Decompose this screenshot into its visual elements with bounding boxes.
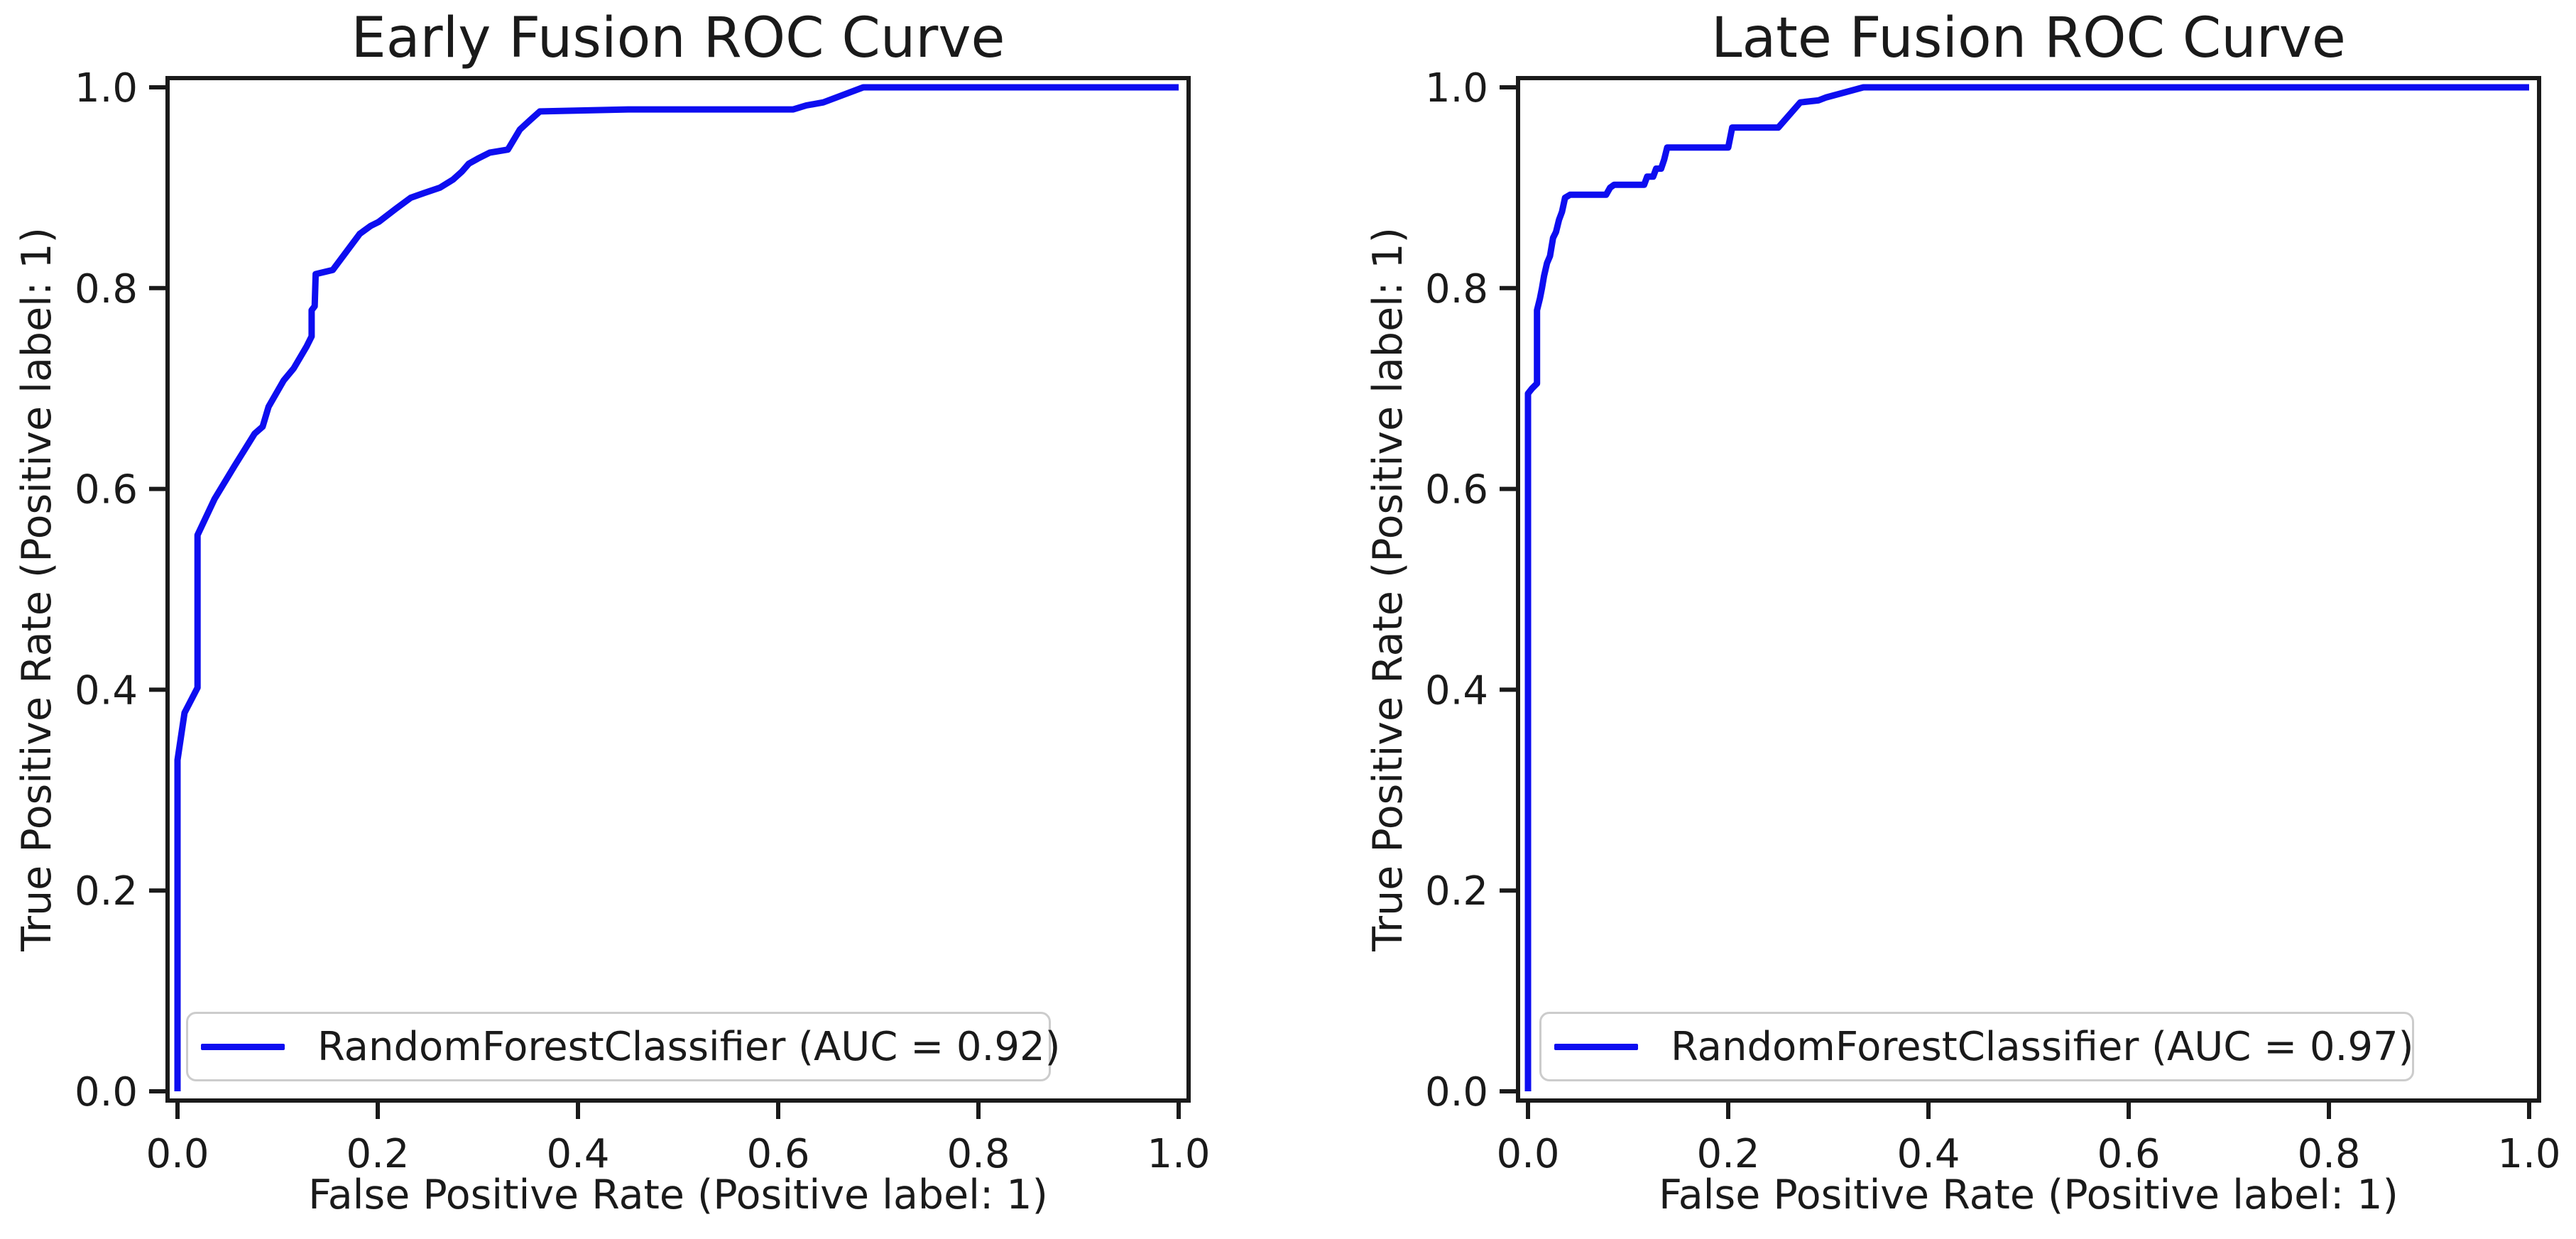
chart-title-late-fusion: Late Fusion ROC Curve <box>1711 6 2346 70</box>
y-tick-label: 1.0 <box>75 65 138 111</box>
y-tick-label: 0.0 <box>1425 1069 1488 1115</box>
roc-curve <box>1524 84 2529 1091</box>
chart-title-early-fusion: Early Fusion ROC Curve <box>351 6 1005 70</box>
legend-label-early-fusion: RandomForestClassifier (AUC = 0.92) <box>317 1023 1061 1070</box>
y-tick-label: 0.4 <box>75 667 138 714</box>
x-axis-label-left: False Positive Rate (Positive label: 1) <box>308 1172 1048 1218</box>
legend-early-fusion: RandomForestClassifier (AUC = 0.92) <box>186 1012 1060 1081</box>
y-tick-label: 0.6 <box>1425 467 1488 513</box>
y-tick-label: 0.8 <box>1425 266 1488 312</box>
x-axis-label-right: False Positive Rate (Positive label: 1) <box>1659 1172 2398 1218</box>
x-tick-label: 0.0 <box>1496 1131 1559 1177</box>
x-tick-label: 1.0 <box>1147 1131 1210 1177</box>
x-tick-label: 0.4 <box>546 1131 609 1177</box>
legend-line-sample <box>1554 1043 1638 1050</box>
y-axis-label-right: True Positive Rate (Positive label: 1) <box>1365 227 1412 951</box>
x-tick-label: 0.0 <box>146 1131 209 1177</box>
x-tick-label: 0.8 <box>2297 1131 2360 1177</box>
y-tick-label: 0.4 <box>1425 667 1488 714</box>
x-tick-label: 0.8 <box>946 1131 1010 1177</box>
y-tick-label: 1.0 <box>1425 65 1488 111</box>
axes-0: 0.0 0.2 0.4 0.6 0.8 1.0 0.0 0.2 0.4 0.6 0.8 1.0 <box>75 65 1211 1177</box>
x-tick-label: 1.0 <box>2497 1131 2560 1177</box>
y-tick-label: 0.8 <box>75 266 138 312</box>
axes-1: 0.0 0.2 0.4 0.6 0.8 1.0 0.0 0.2 0.4 0.6 0.8 1.0 <box>1425 65 2561 1177</box>
plot-box <box>1516 76 2541 1103</box>
y-tick-label: 0.2 <box>1425 868 1488 915</box>
x-tick-label: 0.6 <box>746 1131 809 1177</box>
y-tick-label: 0.2 <box>75 868 138 915</box>
legend-line-sample <box>201 1043 285 1050</box>
y-tick-label: 0.6 <box>75 467 138 513</box>
y-axis-label-left: True Positive Rate (Positive label: 1) <box>13 227 60 951</box>
x-tick-label: 0.2 <box>1696 1131 1759 1177</box>
x-tick-label: 0.4 <box>1896 1131 1960 1177</box>
roc-curve <box>174 84 1179 1091</box>
y-tick-label: 0.0 <box>75 1069 138 1115</box>
legend-late-fusion: RandomForestClassifier (AUC = 0.97) <box>1539 1012 2414 1081</box>
plot-box <box>165 76 1191 1103</box>
x-tick-label: 0.2 <box>346 1131 409 1177</box>
legend-label-late-fusion: RandomForestClassifier (AUC = 0.97) <box>1671 1023 2414 1070</box>
x-tick-label: 0.6 <box>2097 1131 2160 1177</box>
